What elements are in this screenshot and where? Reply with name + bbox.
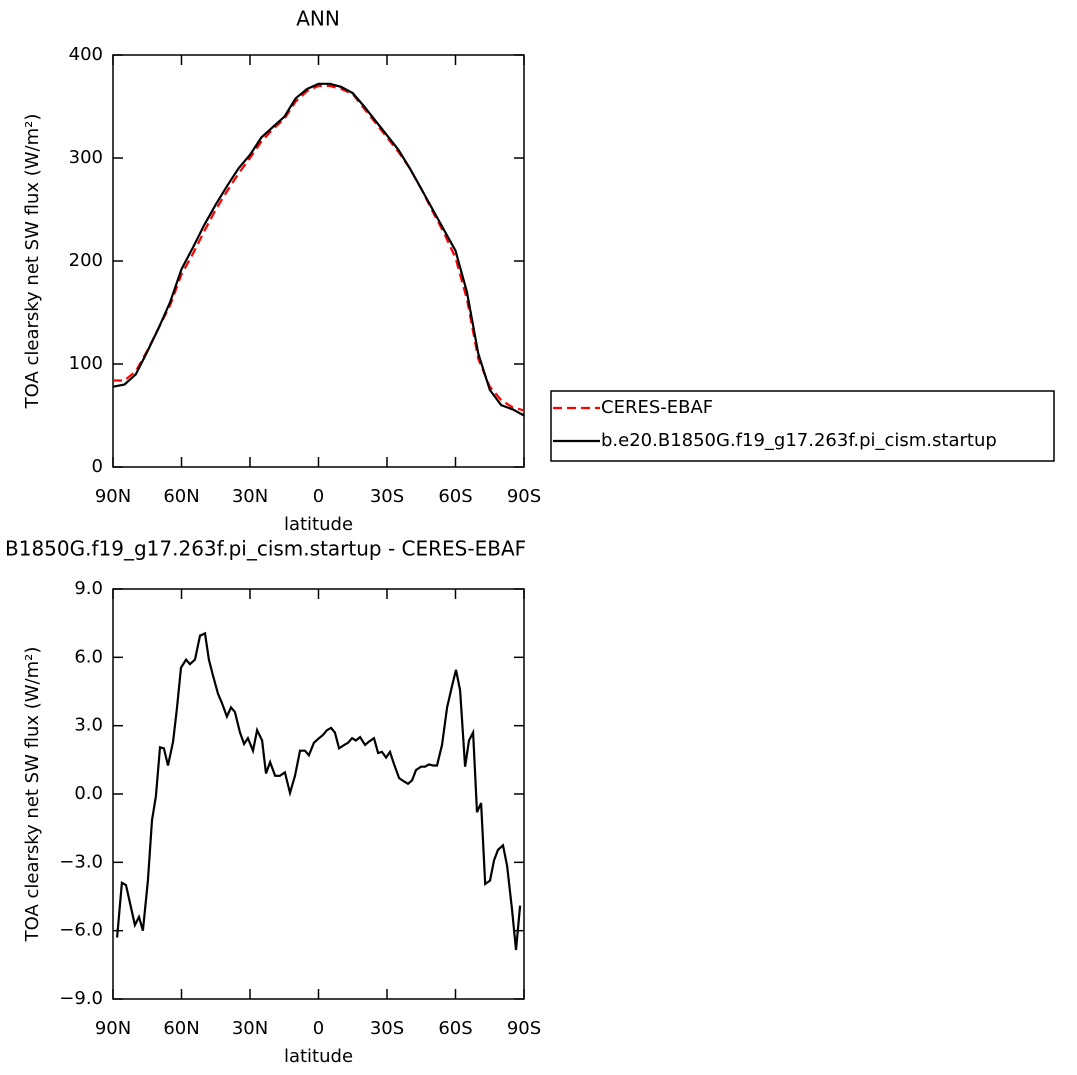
- x-tick-label: 90S: [507, 486, 541, 507]
- x-tick-label: 90N: [95, 1018, 131, 1039]
- y-tick-label: 100: [69, 353, 103, 374]
- x-tick-label: 60N: [163, 486, 199, 507]
- data-line: [112, 82, 525, 417]
- x-tick-label: 0: [313, 1018, 324, 1039]
- x-axis-label: latitude: [284, 514, 353, 535]
- chart-title: ANN: [296, 7, 340, 31]
- y-tick-label: 200: [69, 250, 103, 271]
- y-tick-label: 6.0: [74, 646, 103, 667]
- legend-label: b.e20.B1850G.f19_g17.263f.pi_cism.startu…: [601, 430, 997, 451]
- y-tick-label: 9.0: [74, 578, 103, 599]
- y-tick-label: 0: [92, 456, 103, 477]
- x-tick-label: 60N: [163, 1018, 199, 1039]
- y-tick-label: 300: [69, 147, 103, 168]
- y-tick-label: 3.0: [74, 715, 103, 736]
- y-axis-label: TOA clearsky net SW flux (W/m²): [22, 647, 43, 943]
- plot-frame: [112, 588, 525, 1000]
- x-tick-label: 30S: [370, 486, 404, 507]
- y-tick-label: −9.0: [59, 988, 103, 1009]
- x-tick-label: 30N: [232, 486, 268, 507]
- x-tick-label: 60S: [438, 486, 472, 507]
- x-tick-label: 90S: [507, 1018, 541, 1039]
- legend-box: [550, 390, 1055, 462]
- y-tick-label: −6.0: [59, 920, 103, 941]
- legend-label: CERES-EBAF: [601, 397, 713, 418]
- x-tick-label: 0: [313, 486, 324, 507]
- chart-title: B1850G.f19_g17.263f.pi_cism.startup - CE…: [5, 537, 526, 561]
- x-tick-label: 60S: [438, 1018, 472, 1039]
- x-tick-label: 30S: [370, 1018, 404, 1039]
- y-tick-label: 400: [69, 44, 103, 65]
- x-tick-label: 30N: [232, 1018, 268, 1039]
- data-line: [113, 84, 525, 412]
- x-tick-label: 90N: [95, 486, 131, 507]
- x-axis-label: latitude: [284, 1046, 353, 1067]
- y-tick-label: −3.0: [59, 851, 103, 872]
- plot-frame: [112, 54, 525, 468]
- data-line: [116, 631, 522, 951]
- y-tick-label: 0.0: [74, 783, 103, 804]
- y-axis-label: TOA clearsky net SW flux (W/m²): [22, 114, 43, 410]
